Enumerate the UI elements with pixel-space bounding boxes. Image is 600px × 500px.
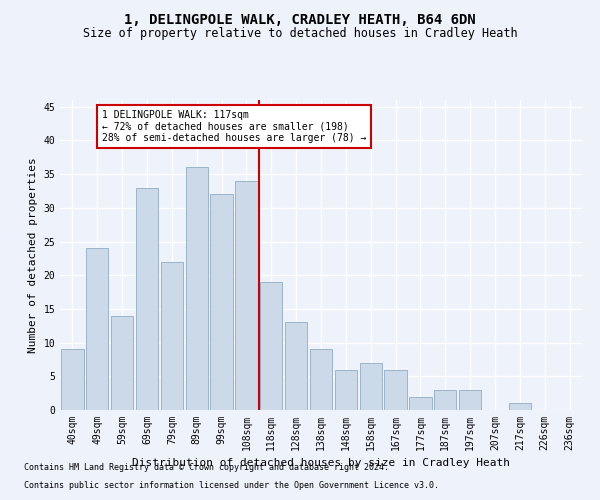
Text: 1, DELINGPOLE WALK, CRADLEY HEATH, B64 6DN: 1, DELINGPOLE WALK, CRADLEY HEATH, B64 6… <box>124 12 476 26</box>
Text: Size of property relative to detached houses in Cradley Heath: Size of property relative to detached ho… <box>83 28 517 40</box>
Bar <box>136 188 158 410</box>
Bar <box>310 350 332 410</box>
Bar <box>211 194 233 410</box>
Bar <box>260 282 283 410</box>
Bar <box>185 168 208 410</box>
Bar <box>161 262 183 410</box>
Bar <box>459 390 481 410</box>
X-axis label: Distribution of detached houses by size in Cradley Heath: Distribution of detached houses by size … <box>132 458 510 468</box>
Bar <box>434 390 457 410</box>
Bar <box>86 248 109 410</box>
Bar <box>335 370 357 410</box>
Bar <box>111 316 133 410</box>
Bar <box>509 404 531 410</box>
Bar <box>359 363 382 410</box>
Text: Contains HM Land Registry data © Crown copyright and database right 2024.: Contains HM Land Registry data © Crown c… <box>24 464 389 472</box>
Bar <box>235 181 257 410</box>
Text: 1 DELINGPOLE WALK: 117sqm
← 72% of detached houses are smaller (198)
28% of semi: 1 DELINGPOLE WALK: 117sqm ← 72% of detac… <box>102 110 367 144</box>
Bar <box>409 396 431 410</box>
Bar <box>385 370 407 410</box>
Text: Contains public sector information licensed under the Open Government Licence v3: Contains public sector information licen… <box>24 481 439 490</box>
Bar <box>61 350 83 410</box>
Bar <box>285 322 307 410</box>
Y-axis label: Number of detached properties: Number of detached properties <box>28 157 38 353</box>
